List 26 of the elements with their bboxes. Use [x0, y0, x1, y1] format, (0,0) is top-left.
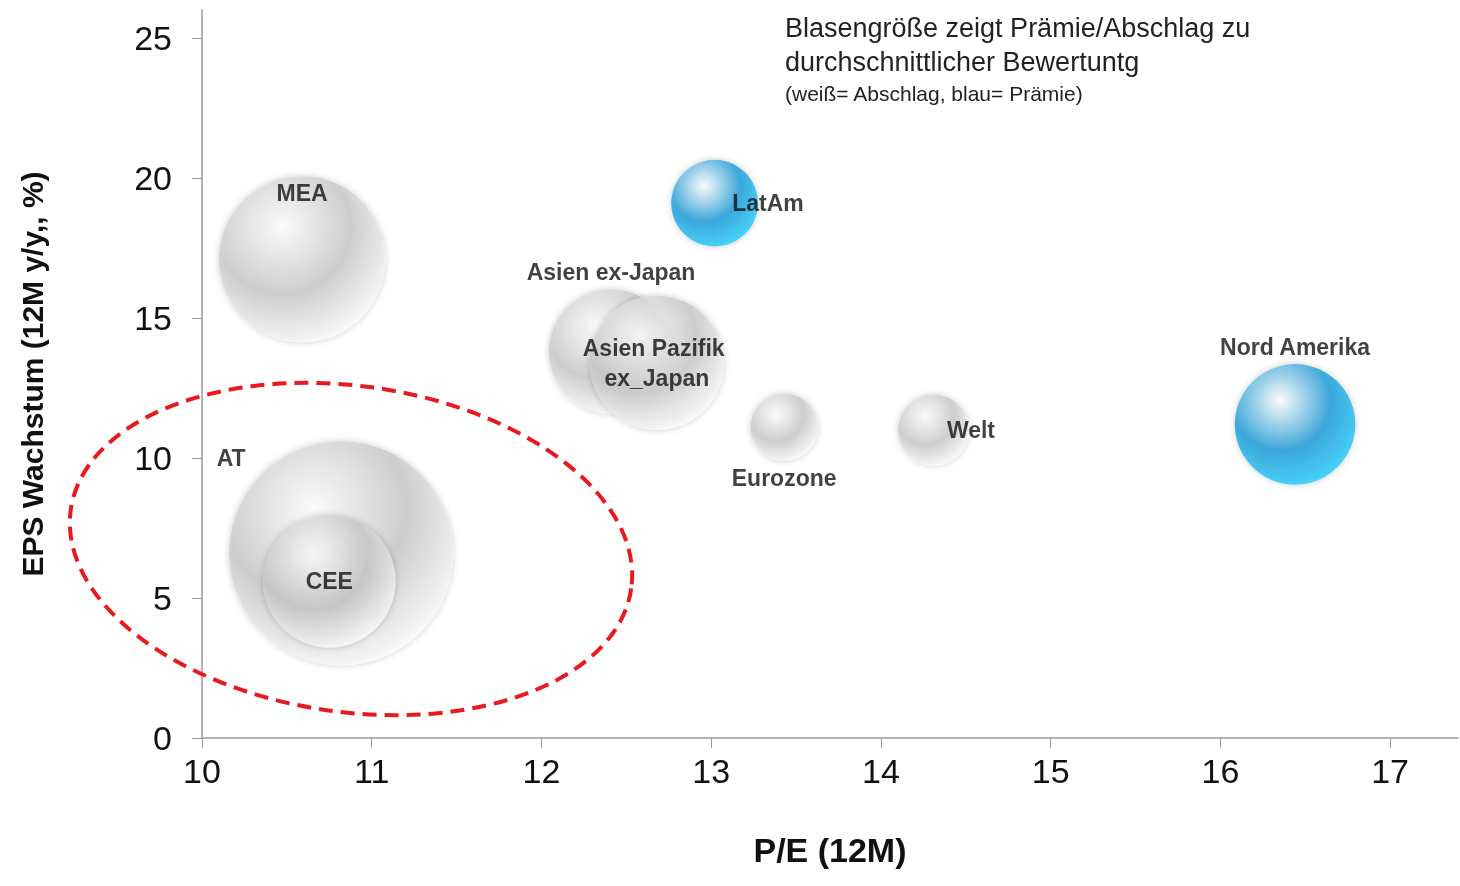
x-tick-label: 17: [1371, 752, 1410, 790]
x-tick-label: 10: [183, 752, 221, 790]
series-label: Nord Amerika: [1220, 334, 1371, 361]
y-tick-label: 10: [134, 439, 172, 477]
text: Blasengröße zeigt Prämie/Abschlag zu durchschnittlicher Bewertuntg: [785, 13, 1258, 77]
x-axis-title: P/E (12M): [753, 831, 907, 869]
y-tick-label: 20: [134, 159, 172, 197]
series-label: Eurozone: [731, 464, 837, 491]
y-tick-label: 0: [153, 719, 172, 757]
series-label: MEA: [276, 180, 328, 207]
x-tick-label: 11: [354, 752, 390, 790]
series-label: Asien Pazifik ex_Japan: [582, 334, 732, 391]
series-label: Welt: [946, 417, 996, 443]
series-label: AT: [216, 445, 246, 472]
x-tick-label: 15: [1031, 752, 1070, 790]
y-tick-label: 5: [153, 579, 172, 617]
y-axis-title: EPS Wachstum (12M y/y,, %): [15, 171, 49, 577]
x-tick-label: 16: [1201, 752, 1240, 790]
y-tick-label: 15: [134, 299, 172, 337]
x-tick-label: 12: [522, 752, 561, 790]
series-label: Asien ex-Japan: [526, 259, 696, 286]
series-label: CEE: [305, 568, 353, 595]
x-tick-label: 14: [862, 752, 900, 790]
x-tick-label: 13: [692, 752, 731, 790]
y-tick-label: 25: [134, 19, 172, 57]
text: (weiß= Abschlag, blau= Prämie): [785, 82, 1083, 105]
